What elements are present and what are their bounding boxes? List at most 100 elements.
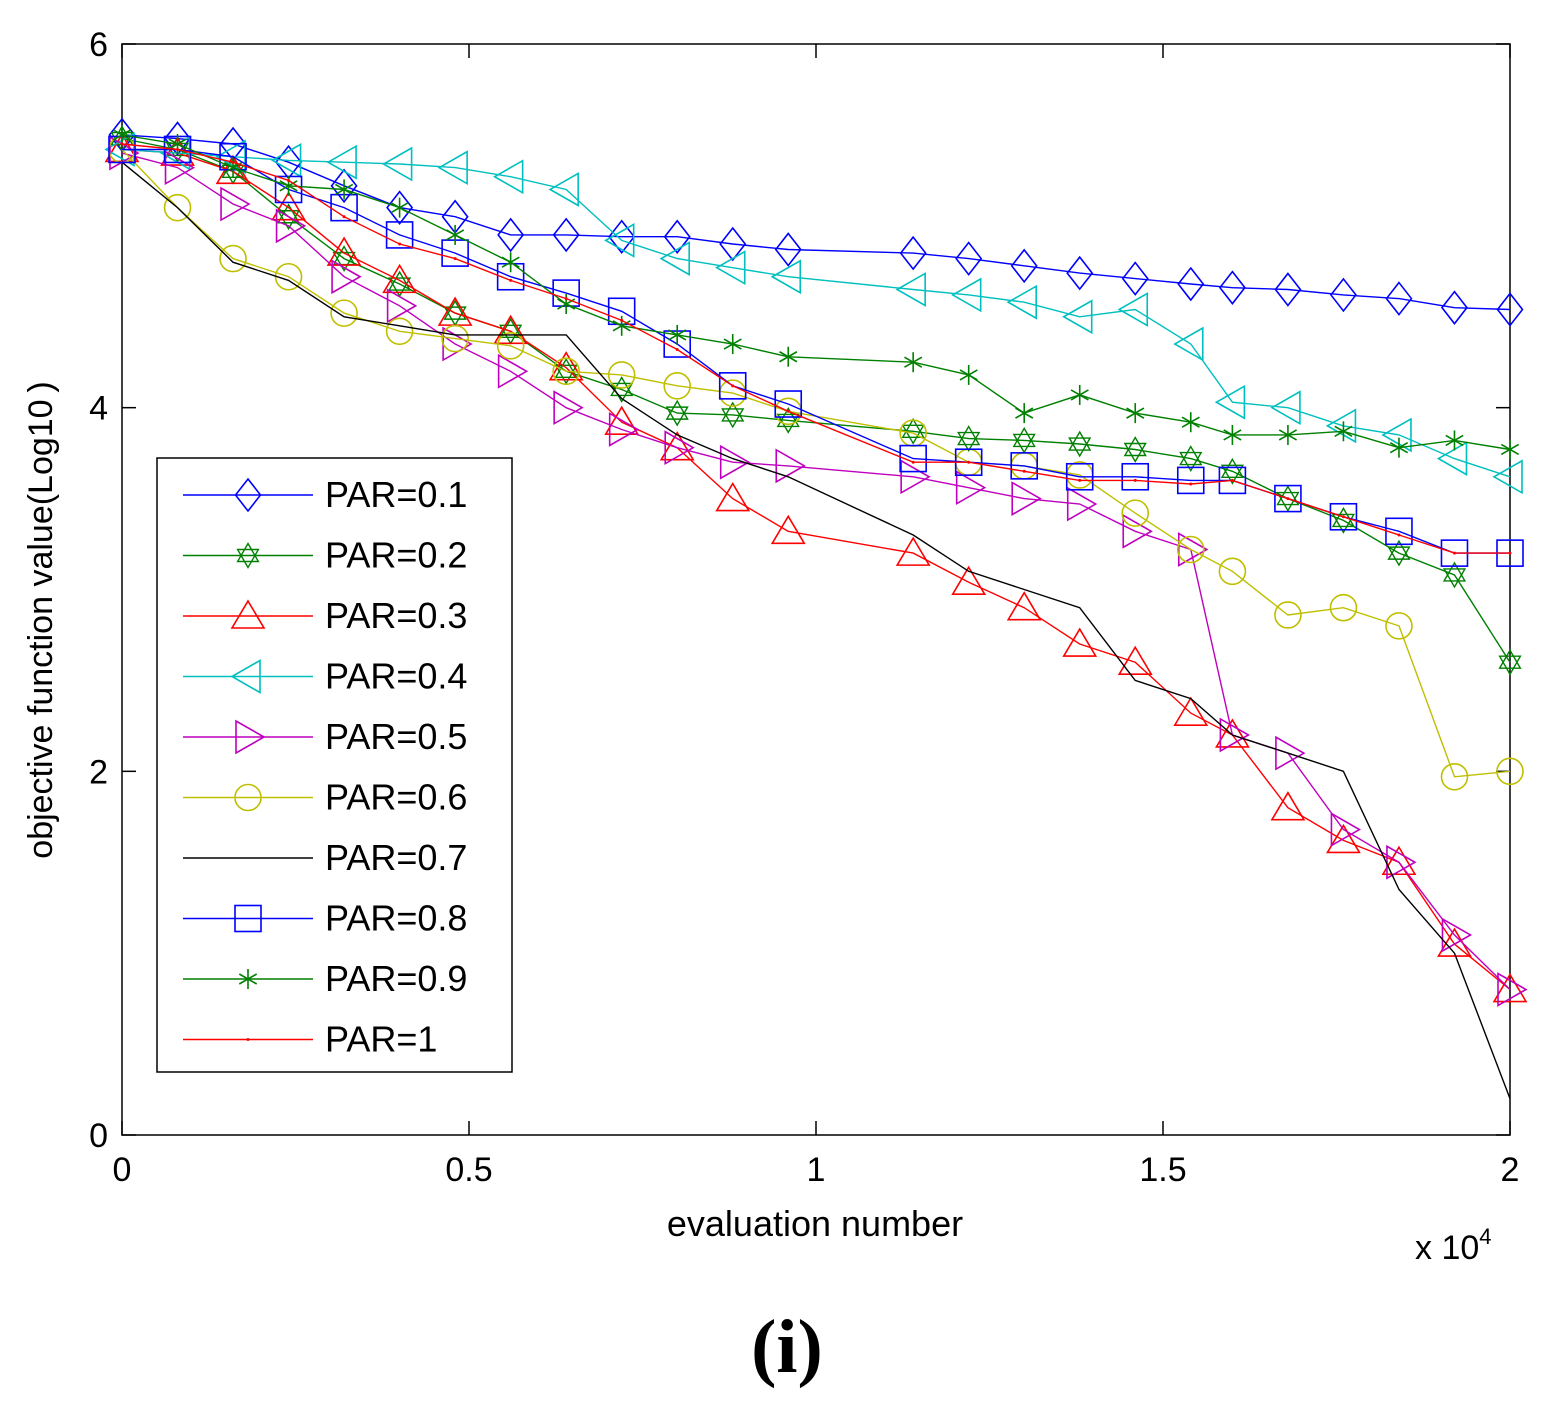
data-point xyxy=(664,430,695,466)
data-point xyxy=(719,444,751,480)
data-point xyxy=(1230,478,1234,482)
data-point xyxy=(607,361,636,389)
x-multiplier-base: x 10 xyxy=(1415,1229,1479,1267)
y-tick-label: 6 xyxy=(89,26,108,64)
data-point xyxy=(1010,452,1039,480)
data-point xyxy=(220,186,251,222)
hexagram-part xyxy=(1123,442,1147,463)
x-tick-label: 2 xyxy=(1501,1151,1520,1189)
legend-label: PAR=0.2 xyxy=(325,535,467,576)
asterisk-stroke xyxy=(1500,443,1520,456)
data-point xyxy=(612,315,631,336)
data-point xyxy=(955,241,983,276)
data-point xyxy=(1006,591,1042,621)
hexagram-part xyxy=(387,270,412,291)
data-point xyxy=(911,460,915,464)
data-point xyxy=(163,193,192,222)
data-point xyxy=(342,215,346,219)
x-axis-label: evaluation number xyxy=(667,1203,963,1244)
x-multiplier-exponent: 4 xyxy=(1479,1224,1491,1249)
asterisk-stroke xyxy=(1015,407,1034,419)
data-point xyxy=(1497,972,1528,1007)
hexagram-part xyxy=(1068,430,1092,451)
data-point xyxy=(951,565,987,596)
data-point xyxy=(1341,515,1345,519)
legend-entry: PAR=0.8 xyxy=(183,898,467,939)
data-point xyxy=(1329,502,1358,531)
data-point xyxy=(497,353,529,389)
data-point xyxy=(659,241,691,276)
x-tick-label: 1.5 xyxy=(1139,1151,1186,1189)
series-par-0-4 xyxy=(104,132,1523,495)
hexagram-part xyxy=(901,417,925,439)
data-point xyxy=(548,351,584,381)
data-point xyxy=(1496,757,1524,786)
data-point xyxy=(608,219,636,255)
data-point xyxy=(1387,539,1411,567)
hexagram-part xyxy=(1331,507,1356,528)
asterisk-stroke xyxy=(668,329,687,341)
legend-box xyxy=(156,457,513,1073)
data-point xyxy=(731,384,735,388)
data-point xyxy=(1177,532,1209,567)
legend-entry: PAR=1 xyxy=(183,1019,437,1060)
data-point xyxy=(1121,462,1150,491)
data-point xyxy=(1214,718,1250,748)
asterisk-stroke xyxy=(1070,389,1089,401)
data-point xyxy=(1331,507,1356,534)
data-point xyxy=(386,288,418,324)
data-point xyxy=(715,250,746,286)
data-point xyxy=(1381,845,1417,876)
data-point xyxy=(1274,272,1302,307)
legend-swatch-marker xyxy=(230,599,266,629)
data-point xyxy=(604,405,640,436)
legend-label: PAR=0.8 xyxy=(325,898,467,939)
data-point xyxy=(1500,439,1520,460)
data-point xyxy=(967,460,971,464)
data-point xyxy=(1126,403,1145,424)
hexagram-part xyxy=(1442,561,1467,582)
data-point xyxy=(1440,290,1468,325)
data-point xyxy=(231,160,235,164)
series-group xyxy=(104,117,1528,1099)
data-point xyxy=(446,224,465,245)
asterisk-stroke xyxy=(1126,407,1145,419)
data-point xyxy=(900,459,931,495)
data-point xyxy=(1385,612,1413,640)
x-tick-label: 1 xyxy=(807,1151,826,1189)
data-point xyxy=(326,144,357,180)
legend-entry: PAR=0.7 xyxy=(183,837,467,878)
data-point xyxy=(330,168,358,204)
data-point xyxy=(1445,430,1464,451)
legend-swatch-marker xyxy=(234,904,262,933)
data-point xyxy=(1452,551,1456,555)
hexagram-part xyxy=(721,408,745,429)
data-point xyxy=(1286,497,1290,501)
data-point xyxy=(564,297,568,301)
data-point xyxy=(1173,326,1204,362)
data-point xyxy=(895,536,931,566)
hexagram-part xyxy=(387,277,412,298)
series-par-0-1 xyxy=(108,117,1524,327)
data-point xyxy=(904,352,923,373)
asterisk-stroke xyxy=(501,256,520,268)
data-point xyxy=(1218,466,1247,495)
hexagram-part xyxy=(443,306,467,327)
data-point xyxy=(120,142,124,146)
data-point xyxy=(164,121,192,156)
hexagram-part xyxy=(499,317,523,338)
hexagram-part xyxy=(1012,426,1036,448)
data-point xyxy=(1496,292,1524,327)
data-point xyxy=(326,236,362,266)
data-point xyxy=(895,272,926,307)
asterisk-stroke xyxy=(334,183,354,196)
asterisk-stroke xyxy=(904,356,923,368)
hexagram-part xyxy=(1220,457,1245,479)
data-point xyxy=(275,208,307,244)
hexagram-part xyxy=(1387,539,1411,560)
series-line xyxy=(121,134,1511,451)
tick-labels: 0 0.5 1 1.5 2 0 2 4 6 xyxy=(89,26,1519,1189)
data-point xyxy=(1123,436,1147,463)
figure-caption: (i) xyxy=(751,1305,823,1389)
data-point xyxy=(608,412,640,447)
